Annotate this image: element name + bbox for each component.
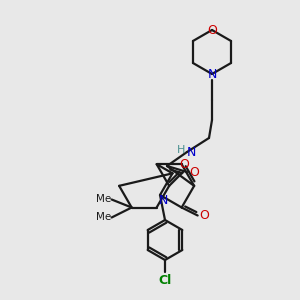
- Text: N: N: [186, 146, 196, 160]
- Text: N: N: [158, 194, 168, 206]
- Text: O: O: [189, 166, 199, 178]
- Text: Cl: Cl: [158, 274, 172, 286]
- Text: O: O: [200, 209, 210, 222]
- Text: H: H: [177, 145, 185, 155]
- Text: N: N: [207, 68, 217, 82]
- Text: Me: Me: [96, 212, 111, 223]
- Text: Me: Me: [96, 194, 111, 205]
- Text: O: O: [207, 23, 217, 37]
- Text: O: O: [179, 158, 189, 171]
